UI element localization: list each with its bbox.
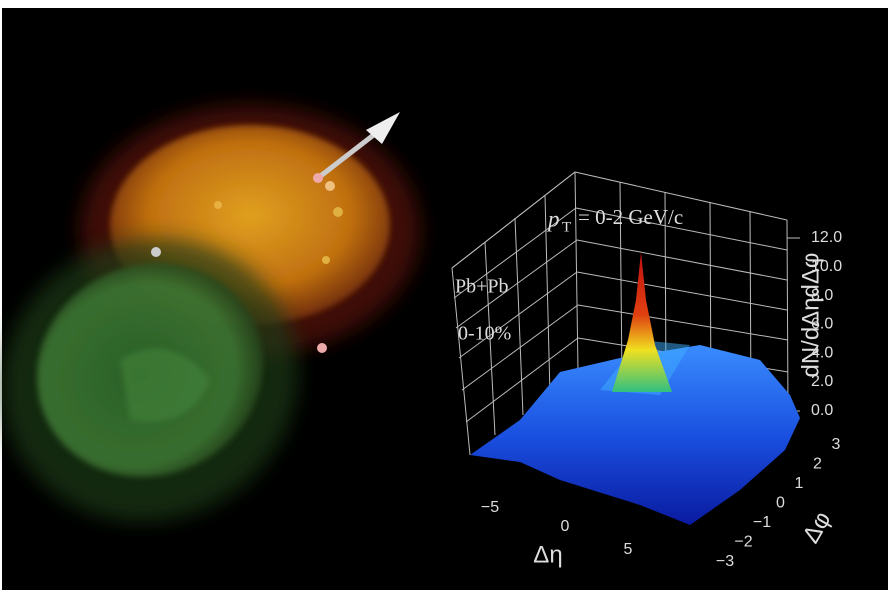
phi-tick-label: 3	[832, 436, 841, 453]
phi-tick-label: 2	[813, 456, 822, 473]
eta-tick-label: 0	[561, 518, 570, 535]
z-tick-label: 10.0	[811, 258, 842, 275]
z-tick-label: 4.0	[811, 344, 833, 361]
z-tick-label: 8.0	[811, 287, 833, 304]
eta-tick-label: 5	[624, 541, 633, 558]
z-tick-label: 6.0	[811, 316, 833, 333]
system-label: Pb+Pb	[455, 276, 509, 298]
phi-tick-label: −2	[734, 534, 752, 551]
pt-symbol: p	[546, 206, 560, 231]
phi-tick-label: −3	[716, 553, 734, 570]
phi-tick-label: 1	[795, 475, 804, 492]
pt-subscript: T	[562, 219, 571, 235]
z-tick-label: 2.0	[811, 373, 833, 390]
z-tick-label: 0.0	[811, 402, 833, 419]
phi-tick-label: 0	[776, 495, 785, 512]
z-axis-label: dN/dΔηdΔφ	[797, 252, 824, 377]
eta-tick-label: −5	[481, 499, 499, 516]
centrality-label: 0-10%	[458, 323, 511, 345]
z-tick-label: 12.0	[811, 229, 842, 246]
surface	[470, 252, 800, 525]
eta-axis-label: Δη	[533, 541, 562, 568]
pt-range: = 0-2 GeV/c	[578, 205, 683, 229]
plot-box	[451, 171, 800, 456]
collision-render	[1, 105, 420, 522]
phi-tick-label: −1	[753, 514, 771, 531]
